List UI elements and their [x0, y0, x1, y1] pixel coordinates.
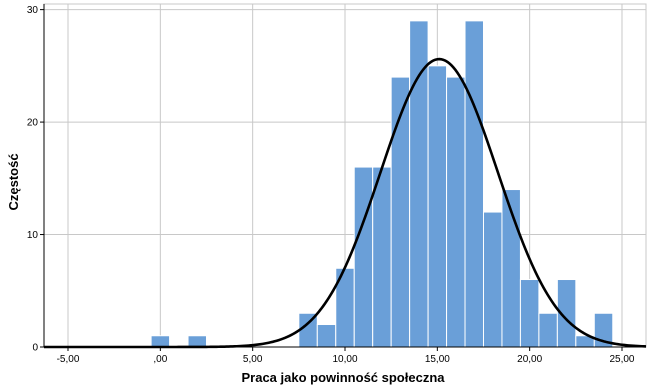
y-tick-label: 30 [27, 5, 39, 16]
x-tick-labels: -5,00 ,00 5,00 10,00 15,00 20,00 25,00 [57, 354, 635, 365]
x-tick-label: 10,00 [332, 354, 357, 365]
x-tick-label: ,00 [153, 354, 167, 365]
histogram-bars [150, 20, 614, 348]
histogram-bar [519, 279, 540, 348]
x-axis-label: Praca jako powinność społeczna [241, 370, 445, 385]
histogram-bar [482, 211, 503, 348]
histogram-bar [427, 65, 448, 348]
x-tick-label: 15,00 [425, 354, 450, 365]
y-tick-labels: 0 10 20 30 [27, 5, 39, 353]
histogram-bar [464, 20, 484, 348]
histogram-bar [409, 20, 429, 348]
x-tick-label: 20,00 [517, 354, 542, 365]
histogram-bar [353, 166, 374, 348]
x-tick-label: 5,00 [243, 354, 263, 365]
histogram-bar [446, 76, 466, 348]
y-axis-label: Częstość [6, 153, 21, 210]
histogram-bar [538, 312, 558, 348]
histogram-bar [372, 166, 392, 348]
axes [40, 4, 646, 351]
histogram-bar [150, 335, 171, 348]
x-tick-label: 25,00 [609, 354, 634, 365]
y-tick-label: 0 [32, 343, 38, 354]
histogram-bar [316, 324, 337, 348]
y-tick-label: 10 [27, 230, 39, 241]
x-tick-label: -5,00 [57, 354, 80, 365]
y-tick-label: 20 [27, 118, 39, 129]
histogram-bar [187, 335, 208, 348]
